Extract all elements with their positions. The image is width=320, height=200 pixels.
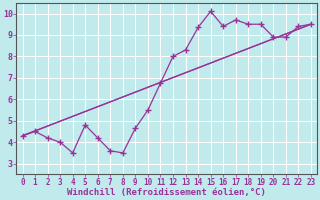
X-axis label: Windchill (Refroidissement éolien,°C): Windchill (Refroidissement éolien,°C) xyxy=(67,188,266,197)
